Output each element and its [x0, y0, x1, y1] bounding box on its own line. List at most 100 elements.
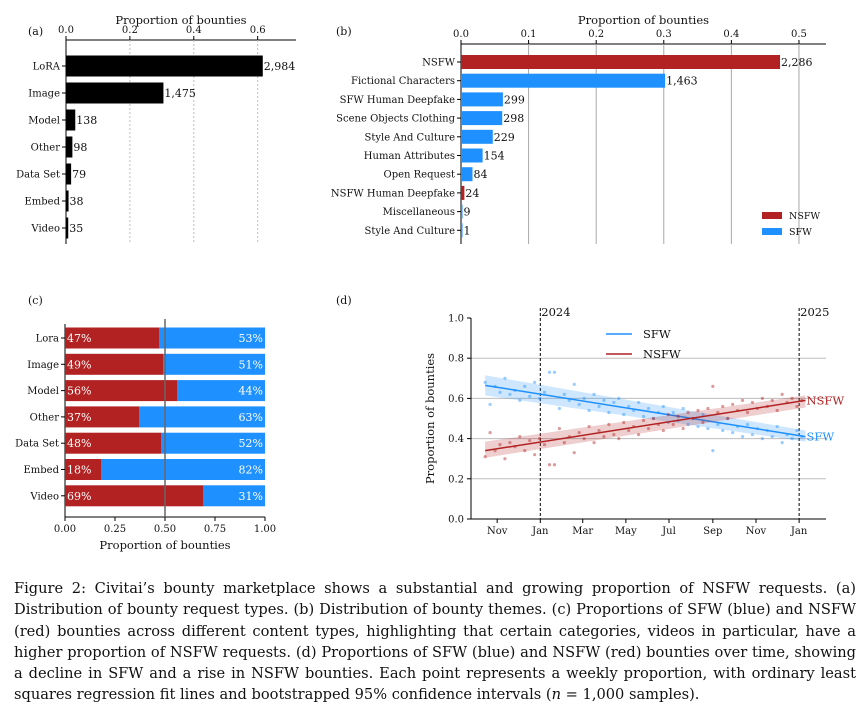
data-point: [646, 406, 651, 411]
bar-nsfw: [65, 406, 139, 428]
data-point: [612, 400, 616, 405]
data-point: [508, 392, 512, 396]
data-point: [557, 426, 561, 431]
caption-label: Figure 2:: [14, 580, 87, 597]
x-tick-label: Jan: [531, 526, 549, 537]
fit-line: [485, 384, 806, 438]
value-label: 1,475: [164, 87, 196, 100]
value-label: 138: [76, 114, 97, 127]
data-point: [721, 404, 725, 409]
category-label: Embed: [23, 465, 59, 476]
legend-swatch: [762, 212, 782, 219]
bar-sfw: [101, 459, 265, 480]
legend-label: SFW: [789, 227, 812, 238]
category-label: NSFW Human Deepfake: [331, 188, 455, 199]
data-point: [651, 416, 656, 421]
data-point: [488, 430, 492, 435]
figure-caption: Figure 2: Civitai’s bounty marketplace s…: [14, 578, 856, 706]
bar: [66, 109, 76, 131]
data-point: [721, 428, 725, 433]
sfw-percent-label: 63%: [239, 411, 263, 424]
nsfw-percent-label: 47%: [67, 332, 91, 345]
value-label: 2,984: [264, 60, 296, 73]
bar-sfw: [177, 380, 265, 402]
bar-sfw: [203, 485, 265, 507]
category-label: Scene Objects Clothing: [336, 114, 455, 125]
data-point: [740, 434, 745, 439]
nsfw-percent-label: 69%: [67, 490, 91, 503]
data-point: [676, 414, 680, 419]
data-point: [701, 420, 705, 425]
data-point: [795, 428, 799, 433]
data-point: [716, 422, 720, 427]
series-end-label: SFW: [806, 430, 834, 444]
data-point: [780, 441, 784, 445]
data-point: [780, 392, 784, 396]
x-axis-label: Proportion of bounties: [99, 538, 230, 552]
data-point: [641, 418, 646, 423]
y-tick-label: 0.4: [448, 434, 464, 445]
value-label: 79: [72, 168, 86, 181]
sfw-percent-label: 82%: [239, 464, 263, 477]
value-label: 38: [70, 195, 84, 208]
category-label: Data Set: [15, 439, 59, 450]
y-tick-label: 0.6: [448, 394, 464, 405]
data-point: [701, 412, 705, 417]
category-label: LoRA: [33, 62, 61, 73]
x-tick-label: 0.2: [122, 25, 138, 36]
data-point: [706, 406, 710, 411]
data-point: [528, 394, 532, 398]
nsfw-percent-label: 37%: [67, 411, 91, 424]
x-tick-label: 0.0: [58, 25, 74, 36]
data-point: [617, 396, 621, 400]
data-point: [636, 432, 641, 437]
data-point: [671, 410, 675, 415]
bar-nsfw: [65, 432, 161, 454]
panel-label: (b): [336, 25, 352, 38]
caption-n-symbol: n: [551, 686, 562, 704]
bar: [66, 163, 72, 185]
category-label: Data Set: [16, 170, 60, 181]
data-point: [726, 416, 730, 421]
data-point: [760, 437, 764, 441]
bar: [461, 223, 463, 238]
data-point: [577, 430, 581, 435]
data-point: [523, 384, 527, 388]
bar-sfw: [159, 327, 265, 349]
bar-nsfw: [65, 353, 163, 375]
data-point: [587, 408, 591, 413]
data-point: [533, 380, 537, 384]
sfw-percent-label: 44%: [239, 385, 263, 398]
category-label: Video: [29, 491, 59, 502]
data-point: [572, 451, 576, 455]
data-point: [686, 422, 690, 427]
category-label: Human Attributes: [364, 151, 455, 162]
data-point: [760, 396, 764, 400]
bar: [461, 167, 473, 182]
x-tick-label: 0.4: [186, 25, 202, 36]
data-point: [582, 396, 586, 400]
bar: [66, 217, 69, 239]
data-point: [602, 434, 606, 439]
x-tick-label: Jul: [661, 526, 676, 537]
bar: [461, 185, 465, 200]
sfw-percent-label: 51%: [239, 358, 263, 371]
data-point: [696, 408, 700, 413]
series-end-label: NSFW: [806, 393, 844, 407]
x-tick-label: 0.6: [250, 25, 266, 36]
x-tick-label: Nov: [746, 526, 767, 537]
sfw-percent-label: 31%: [239, 490, 263, 503]
category-label: NSFW: [422, 58, 456, 69]
data-point: [646, 426, 651, 431]
y-tick-label: 1.0: [448, 314, 464, 325]
data-point: [681, 426, 685, 431]
bar: [461, 92, 503, 107]
x-tick-label: 0.00: [54, 524, 76, 535]
nsfw-percent-label: 49%: [67, 358, 91, 371]
data-point: [740, 398, 745, 403]
data-point: [582, 437, 586, 441]
data-point: [488, 402, 492, 407]
panel-label: (a): [28, 25, 43, 38]
data-point: [537, 437, 542, 441]
y-tick-label: 0.0: [448, 515, 464, 526]
